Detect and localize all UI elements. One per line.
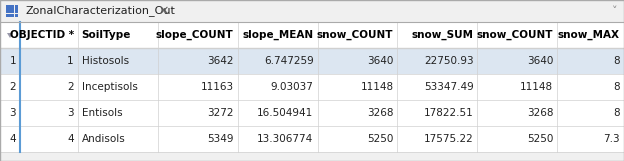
Text: snow_COUNT: snow_COUNT — [317, 30, 394, 40]
Text: 2: 2 — [9, 82, 16, 92]
Text: 4: 4 — [9, 134, 16, 144]
Text: 1: 1 — [67, 56, 74, 66]
Bar — [6, 9, 9, 13]
Text: slope_COUNT: slope_COUNT — [156, 30, 233, 40]
Text: Histosols: Histosols — [82, 56, 129, 66]
Text: 3268: 3268 — [367, 108, 394, 118]
Text: ˅: ˅ — [612, 6, 618, 16]
Bar — [11, 14, 14, 17]
Text: 5250: 5250 — [527, 134, 553, 144]
Bar — [0, 22, 624, 48]
Text: 53347.49: 53347.49 — [424, 82, 474, 92]
Text: 3640: 3640 — [527, 56, 553, 66]
Text: snow_COUNT: snow_COUNT — [477, 30, 553, 40]
Text: 6.747259: 6.747259 — [264, 56, 313, 66]
Text: 3642: 3642 — [207, 56, 233, 66]
Text: 3: 3 — [67, 108, 74, 118]
Text: 22750.93: 22750.93 — [424, 56, 474, 66]
Text: ×: × — [158, 5, 169, 18]
Bar — [11, 9, 14, 13]
Text: 11148: 11148 — [520, 82, 553, 92]
Text: OBJECTID *: OBJECTID * — [9, 30, 74, 40]
Text: 9.03037: 9.03037 — [271, 82, 313, 92]
Text: 3272: 3272 — [207, 108, 233, 118]
Text: Inceptisols: Inceptisols — [82, 82, 138, 92]
Bar — [14, 9, 18, 13]
Bar — [0, 100, 624, 126]
Bar — [0, 22, 624, 152]
Text: 8: 8 — [613, 56, 620, 66]
Bar — [0, 0, 624, 22]
Text: SoilType: SoilType — [82, 30, 131, 40]
Bar — [6, 5, 9, 9]
Text: 3640: 3640 — [367, 56, 394, 66]
Text: 7.3: 7.3 — [603, 134, 620, 144]
Text: 8: 8 — [613, 108, 620, 118]
Text: snow_SUM: snow_SUM — [411, 30, 474, 40]
Text: 5349: 5349 — [207, 134, 233, 144]
Text: ZonalCharacterization_Out: ZonalCharacterization_Out — [26, 5, 176, 16]
Text: 3: 3 — [9, 108, 16, 118]
Text: Entisols: Entisols — [82, 108, 122, 118]
Text: 5250: 5250 — [367, 134, 394, 144]
Text: 13.306774: 13.306774 — [257, 134, 313, 144]
Text: 11148: 11148 — [361, 82, 394, 92]
Text: 17575.22: 17575.22 — [424, 134, 474, 144]
Text: slope_MEAN: slope_MEAN — [243, 30, 313, 40]
Text: 2: 2 — [67, 82, 74, 92]
Bar — [0, 48, 624, 74]
Bar — [0, 74, 624, 100]
Text: 4: 4 — [67, 134, 74, 144]
Text: 8: 8 — [613, 82, 620, 92]
Text: 3268: 3268 — [527, 108, 553, 118]
Bar — [14, 14, 18, 17]
Bar — [6, 14, 9, 17]
Polygon shape — [7, 33, 13, 38]
Text: 1: 1 — [9, 56, 16, 66]
Bar — [14, 5, 18, 9]
Text: snow_MAX: snow_MAX — [558, 30, 620, 40]
Text: 11163: 11163 — [200, 82, 233, 92]
Text: 16.504941: 16.504941 — [257, 108, 313, 118]
Text: Andisols: Andisols — [82, 134, 125, 144]
Bar — [11, 5, 14, 9]
Text: 17822.51: 17822.51 — [424, 108, 474, 118]
Bar — [0, 126, 624, 152]
